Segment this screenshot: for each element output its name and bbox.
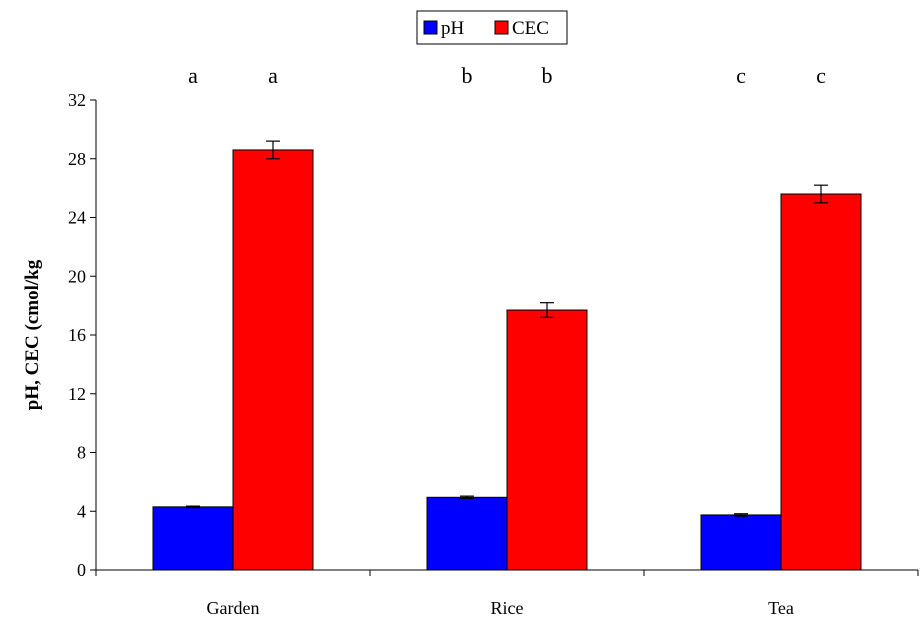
x-category-label: Garden <box>207 598 260 618</box>
y-tick-label: 8 <box>77 443 86 463</box>
legend-swatch-cec <box>494 20 509 35</box>
y-tick-label: 4 <box>77 501 86 521</box>
significance-letter: c <box>736 63 746 88</box>
y-tick-label: 24 <box>68 208 86 228</box>
legend-frame <box>416 10 568 45</box>
bar-cec-tea <box>780 193 862 571</box>
significance-letter: a <box>268 63 278 88</box>
plot-area: 0 4 8 12 16 20 24 28 32 a a Garden b b Rice c c Tea <box>68 63 919 618</box>
y-tick-label: 0 <box>77 560 86 580</box>
legend: pH CEC <box>416 10 568 45</box>
y-tick-label: 16 <box>68 325 86 345</box>
bar-ph-rice <box>426 496 508 571</box>
bar-ph-tea <box>700 514 782 571</box>
significance-letter: b <box>462 63 473 88</box>
legend-swatch-ph <box>423 20 438 35</box>
y-tick-label: 12 <box>68 384 86 404</box>
x-category-label: Tea <box>768 598 794 618</box>
significance-letter: a <box>188 63 198 88</box>
bar-ph-garden <box>152 506 234 571</box>
legend-label-cec: CEC <box>512 18 549 39</box>
significance-letter: c <box>816 63 826 88</box>
y-axis-label: pH, CEC (cmol/kg <box>22 259 43 410</box>
y-tick-label: 20 <box>68 266 86 286</box>
bar-cec-garden <box>232 149 314 571</box>
significance-letter: b <box>542 63 553 88</box>
x-category-label: Rice <box>491 598 524 618</box>
bar-cec-rice <box>506 309 588 571</box>
legend-label-ph: pH <box>441 18 465 39</box>
y-tick-label: 28 <box>68 149 86 169</box>
y-tick-label: 32 <box>68 90 86 110</box>
